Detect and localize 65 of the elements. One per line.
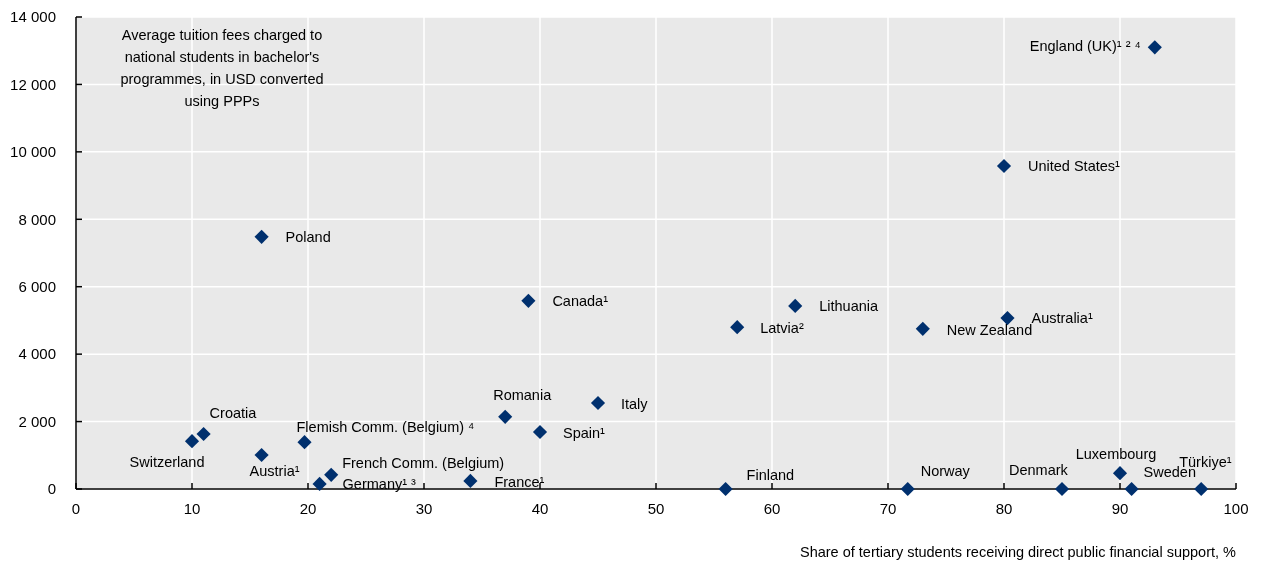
point (1112, 466, 1128, 481)
point (1194, 481, 1209, 497)
y-tick-label: 14 000 (10, 8, 56, 26)
point (590, 395, 606, 411)
x-tick-label: 70 (879, 500, 897, 517)
point (788, 298, 803, 313)
annotation: Croatia (209, 405, 258, 422)
y-tick-label: 0 (47, 480, 56, 498)
annotation: France¹ (494, 473, 545, 490)
y-tick-label: 8 000 (18, 210, 56, 228)
point (196, 426, 211, 442)
x-axis-title: Share of tertiary students receiving direct public financial support, % (799, 544, 1237, 560)
point (297, 435, 312, 450)
annotation: Denmark (1009, 462, 1069, 478)
point (718, 481, 733, 497)
point (1124, 481, 1139, 497)
y-tick-label: 2 000 (18, 412, 56, 430)
point (730, 320, 745, 335)
x-tick-label: 40 (531, 500, 549, 517)
annotation: Canada¹ (552, 292, 609, 309)
x-tick-label: 10 (183, 500, 201, 517)
annotation: Latvia² (760, 320, 804, 337)
annotation: Romania (493, 386, 553, 403)
point (498, 409, 513, 424)
y-tick-label: 12 000 (10, 75, 56, 93)
point (1147, 40, 1162, 55)
annotation: United States¹ (1028, 158, 1121, 175)
x-tick-label: 90 (1111, 500, 1129, 517)
point (915, 321, 930, 336)
annotation: French Comm. (Belgium) (342, 454, 505, 471)
x-tick-label: 20 (299, 500, 317, 517)
annotation: Poland (285, 228, 331, 245)
annotation: Flemish Comm. (Belgium) ⁴ (296, 419, 475, 436)
annotation: England (UK)¹ ² ⁴ (1029, 38, 1141, 55)
point (254, 447, 269, 463)
annotation: Norway (920, 463, 971, 479)
annotation: Spain¹ (563, 425, 606, 442)
point (532, 424, 548, 440)
annotation: Finland (746, 467, 795, 483)
annotation: Italy (621, 396, 649, 413)
annotation: Austria¹ (249, 462, 300, 479)
x-tick-label: 50 (647, 500, 665, 517)
point (254, 229, 269, 244)
annotation: Luxembourg (1075, 446, 1157, 463)
x-tick-label: 80 (995, 500, 1013, 517)
point (996, 158, 1012, 174)
y-tick-label: 4 000 (18, 345, 56, 363)
point (521, 293, 536, 308)
point (324, 467, 339, 482)
point (312, 476, 327, 492)
x-tick-label: 0 (71, 500, 81, 517)
point (900, 481, 915, 497)
annotation: Lithuania (819, 297, 879, 314)
annotation: Germany¹ ³ (342, 475, 417, 492)
point (184, 434, 200, 449)
point (1054, 481, 1070, 497)
y-axis-title: Average tuition fees charged to national students in bachelor's programmes, in USD converted using PPPs (120, 27, 324, 109)
x-tick-label: 60 (763, 500, 781, 517)
annotation: Switzerland (129, 454, 205, 471)
x-tick-label: 30 (415, 500, 433, 517)
annotation: Australia¹ (1031, 310, 1093, 327)
x-tick-label: 100 (1223, 500, 1249, 517)
point (463, 473, 478, 488)
y-tick-label: 6 000 (18, 277, 56, 295)
y-tick-label: 10 000 (10, 143, 56, 161)
